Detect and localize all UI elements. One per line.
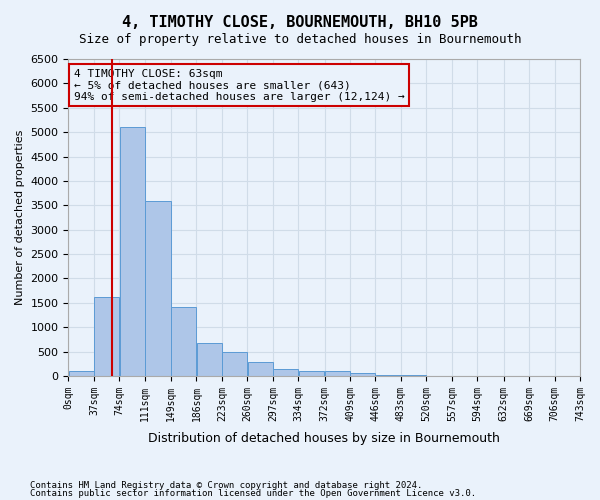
Bar [299, 371, 325, 376]
Bar [94, 297, 119, 376]
Bar [350, 373, 376, 376]
X-axis label: Distribution of detached houses by size in Bournemouth: Distribution of detached houses by size … [148, 432, 500, 445]
Text: 4 TIMOTHY CLOSE: 63sqm
← 5% of detached houses are smaller (643)
94% of semi-det: 4 TIMOTHY CLOSE: 63sqm ← 5% of detached … [74, 68, 404, 102]
Text: Contains public sector information licensed under the Open Government Licence v3: Contains public sector information licen… [30, 488, 476, 498]
Text: Contains HM Land Registry data © Crown copyright and database right 2024.: Contains HM Land Registry data © Crown c… [30, 481, 422, 490]
Bar [248, 362, 273, 376]
Bar [325, 372, 350, 376]
Bar [273, 368, 298, 376]
Bar [171, 306, 196, 376]
Bar [119, 128, 145, 376]
Y-axis label: Number of detached properties: Number of detached properties [15, 130, 25, 305]
Text: Size of property relative to detached houses in Bournemouth: Size of property relative to detached ho… [79, 32, 521, 46]
Bar [376, 374, 401, 376]
Bar [145, 202, 171, 376]
Bar [68, 372, 94, 376]
Bar [222, 352, 247, 376]
Bar [197, 343, 222, 376]
Text: 4, TIMOTHY CLOSE, BOURNEMOUTH, BH10 5PB: 4, TIMOTHY CLOSE, BOURNEMOUTH, BH10 5PB [122, 15, 478, 30]
